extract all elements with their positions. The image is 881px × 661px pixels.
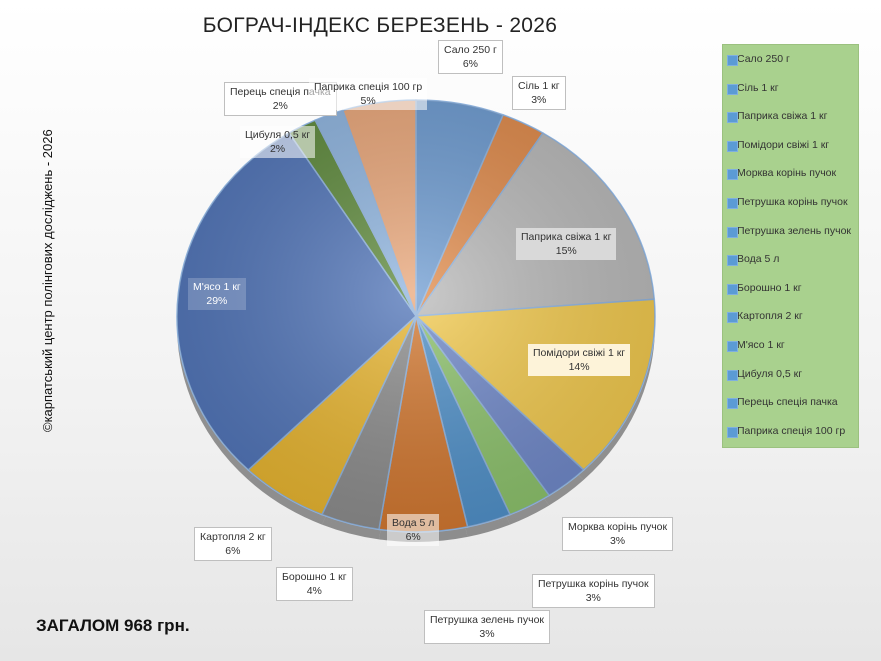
legend-label: Сіль 1 кг: [737, 81, 779, 94]
data-label-name: М'ясо 1 кг: [193, 281, 241, 293]
legend-item-petrushka-zelen-puchok[interactable]: Петрушка зелень пучок: [727, 225, 860, 238]
data-label-boroshno-1-kh: Борошно 1 кг 4%: [276, 567, 353, 601]
legend-swatch: [727, 426, 738, 438]
data-label-pomidory-svizhi-1-kh: Помідори свіжі 1 кг 14%: [528, 344, 631, 376]
legend-item-kartoplia-2-kh[interactable]: Картопля 2 кг: [727, 310, 860, 324]
legend-label: Петрушка корінь пучок: [737, 196, 848, 208]
legend-item-morkva-korin-puchok[interactable]: Морква корінь пучок: [727, 167, 860, 181]
legend-label: Цибуля 0,5 кг: [737, 367, 803, 380]
data-label-name: Вода 5 л: [392, 517, 435, 529]
data-label-name: Перець спеція пачка: [230, 86, 331, 98]
legend-swatch: [727, 398, 738, 410]
data-label-value: 15%: [555, 245, 577, 257]
data-label-salo-250-h: Сало 250 г 6%: [438, 40, 503, 74]
data-label-value: 3%: [531, 94, 547, 106]
data-label-name: Картопля 2 кг: [200, 531, 266, 543]
data-label-name: Помідори свіжі 1 кг: [533, 347, 626, 359]
data-label-voda-5-l: Вода 5 л 6%: [387, 514, 440, 546]
data-label-name: Цибуля 0,5 кг: [245, 129, 311, 141]
data-label-petrushka-korin-puchok: Петрушка корінь пучок 3%: [532, 574, 655, 608]
legend-label: Паприка спеція 100 гр: [737, 424, 846, 437]
data-label-value: 3%: [585, 592, 601, 604]
legend-swatch: [727, 283, 738, 295]
legend-item-papryka-spetsiia-100-hr[interactable]: Паприка спеція 100 гр: [727, 425, 860, 438]
legend-item-papryka-svizha-1-kh[interactable]: Паприка свіжа 1 кг: [727, 110, 860, 124]
legend-swatch: [727, 369, 738, 381]
legend-swatch: [727, 198, 738, 209]
data-label-papryka-spetsiia-100-hr: Паприка спеція 100 гр 5%: [309, 78, 428, 110]
data-label-morkva-korin-puchok: Морква корінь пучок 3%: [562, 517, 674, 551]
legend-item-m-iaso-1-kh[interactable]: М'ясо 1 кг: [727, 339, 860, 352]
legend-label: Борошно 1 кг: [737, 281, 802, 294]
data-label-value: 3%: [479, 628, 495, 640]
data-label-m-iaso-1-kh: М'ясо 1 кг 29%: [188, 278, 246, 310]
data-label-value: 4%: [306, 585, 322, 597]
data-label-name: Сало 250 г: [444, 44, 497, 56]
legend-item-petrushka-korin-puchok[interactable]: Петрушка корінь пучок: [727, 196, 860, 209]
data-label-kartoplia-2-kh: Картопля 2 кг 6%: [194, 527, 272, 561]
data-label-value: 6%: [405, 531, 421, 543]
legend-swatch: [727, 169, 738, 181]
data-label-papryka-svizha-1-kh: Паприка свіжа 1 кг 15%: [516, 228, 617, 260]
legend-item-perets-spetsiia-pachka[interactable]: Перець спеція пачка: [727, 396, 860, 410]
chart-legend: Сало 250 г Сіль 1 кг Паприка свіжа 1 кг Пом…: [722, 44, 859, 448]
legend-label: Сало 250 г: [737, 53, 790, 65]
legend-label: М'ясо 1 кг: [737, 339, 785, 351]
data-label-value: 5%: [360, 95, 376, 107]
data-label-value: 14%: [568, 361, 590, 373]
legend-label: Перець спеція пачка: [737, 396, 838, 409]
total-cost: ЗАГАЛОМ 968 грн.: [36, 616, 190, 635]
legend-swatch: [727, 112, 738, 124]
legend-swatch: [727, 226, 738, 238]
legend-swatch: [727, 83, 738, 95]
legend-label: Морква корінь пучок: [737, 167, 837, 180]
legend-item-boroshno-1-kh[interactable]: Борошно 1 кг: [727, 282, 860, 295]
legend-item-tsybulia-0-5-kh[interactable]: Цибуля 0,5 кг: [727, 368, 860, 381]
data-label-value: 2%: [272, 100, 288, 112]
data-label-value: 2%: [269, 143, 286, 155]
legend-swatch: [727, 341, 738, 352]
data-label-value: 29%: [206, 295, 228, 307]
legend-swatch: [727, 55, 738, 66]
data-label-name: Петрушка зелень пучок: [430, 614, 545, 626]
legend-label: Вода 5 л: [737, 253, 780, 266]
legend-swatch: [727, 140, 738, 152]
data-label-name: Петрушка корінь пучок: [538, 578, 649, 590]
data-label-name: Морква корінь пучок: [568, 521, 668, 533]
data-label-petrushka-zelen-puchok: Петрушка зелень пучок 3%: [424, 610, 551, 644]
chart-title: БОГРАЧ-ІНДЕКС БЕРЕЗЕНЬ - 2026: [202, 14, 558, 37]
legend-item-salo-250-h[interactable]: Сало 250 г: [727, 53, 860, 66]
legend-swatch: [727, 255, 738, 267]
data-label-name: Паприка свіжа 1 кг: [521, 231, 612, 243]
legend-item-pomidory-svizhi-1-kh[interactable]: Помідори свіжі 1 кг: [727, 139, 860, 152]
data-label-name: Паприка спеція 100 гр: [314, 81, 423, 93]
legend-label: Петрушка зелень пучок: [737, 224, 852, 237]
data-label-value: 6%: [462, 58, 478, 70]
legend-item-voda-5-l[interactable]: Вода 5 л: [727, 253, 860, 267]
legend-swatch: [727, 312, 738, 324]
data-label-name: Борошно 1 кг: [282, 571, 347, 583]
legend-label: Паприка свіжа 1 кг: [737, 110, 828, 123]
legend-label: Картопля 2 кг: [737, 310, 803, 323]
data-label-value: 3%: [609, 535, 626, 547]
legend-item-sil-1-kh[interactable]: Сіль 1 кг: [727, 82, 860, 95]
data-label-tsybulia-0-5-kh: Цибуля 0,5 кг 2%: [240, 126, 316, 158]
legend-label: Помідори свіжі 1 кг: [737, 138, 830, 151]
data-label-value: 6%: [225, 545, 241, 557]
data-label-sil-1-kh: Сіль 1 кг 3%: [512, 76, 566, 110]
data-label-name: Сіль 1 кг: [518, 80, 560, 92]
